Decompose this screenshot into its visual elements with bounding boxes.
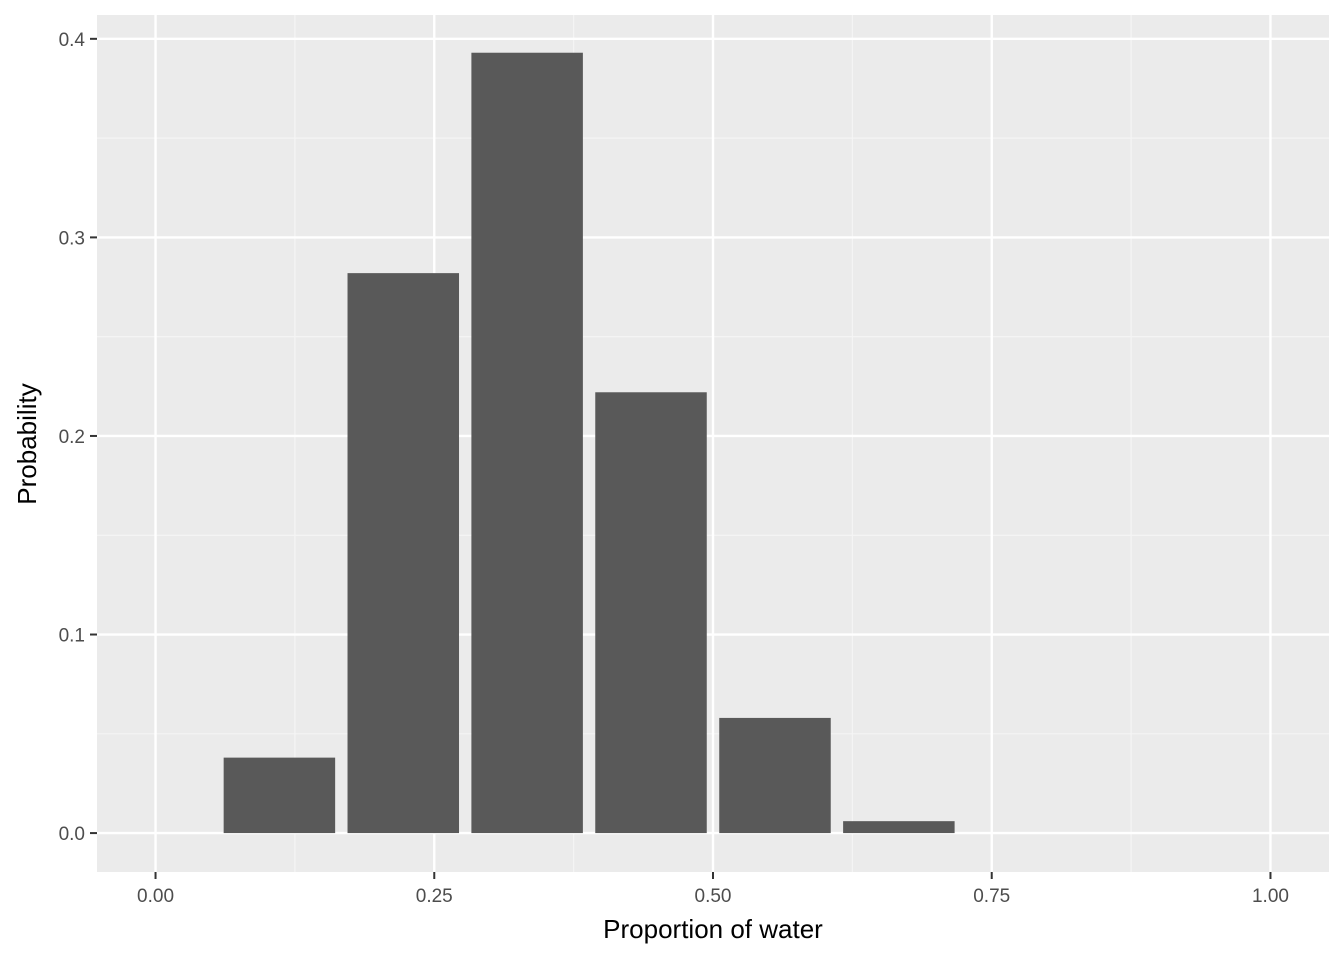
x-tick-label: 0.25 <box>416 886 453 907</box>
x-tick-label: 0.00 <box>137 886 174 907</box>
x-tick-label: 0.50 <box>695 886 732 907</box>
y-tick-label: 0.2 <box>59 427 85 448</box>
bars <box>223 52 955 834</box>
bar <box>223 757 336 834</box>
y-tick-label: 0.0 <box>59 824 85 845</box>
x-axis-title: Proportion of water <box>603 914 823 944</box>
bar <box>843 821 955 834</box>
bar <box>719 717 831 834</box>
y-axis: 0.0 0.1 0.2 0.3 0.4 <box>59 30 97 845</box>
bar <box>595 392 707 834</box>
x-tick-label: 0.75 <box>973 886 1010 907</box>
y-tick-label: 0.4 <box>59 30 86 51</box>
x-tick-label: 1.00 <box>1252 886 1289 907</box>
x-axis: 0.00 0.25 0.50 0.75 1.00 <box>137 872 1289 907</box>
y-tick-label: 0.1 <box>59 626 85 647</box>
y-tick-label: 0.3 <box>59 228 85 249</box>
bar <box>347 273 460 834</box>
bar <box>471 52 583 834</box>
y-axis-title: Probability <box>12 383 42 504</box>
